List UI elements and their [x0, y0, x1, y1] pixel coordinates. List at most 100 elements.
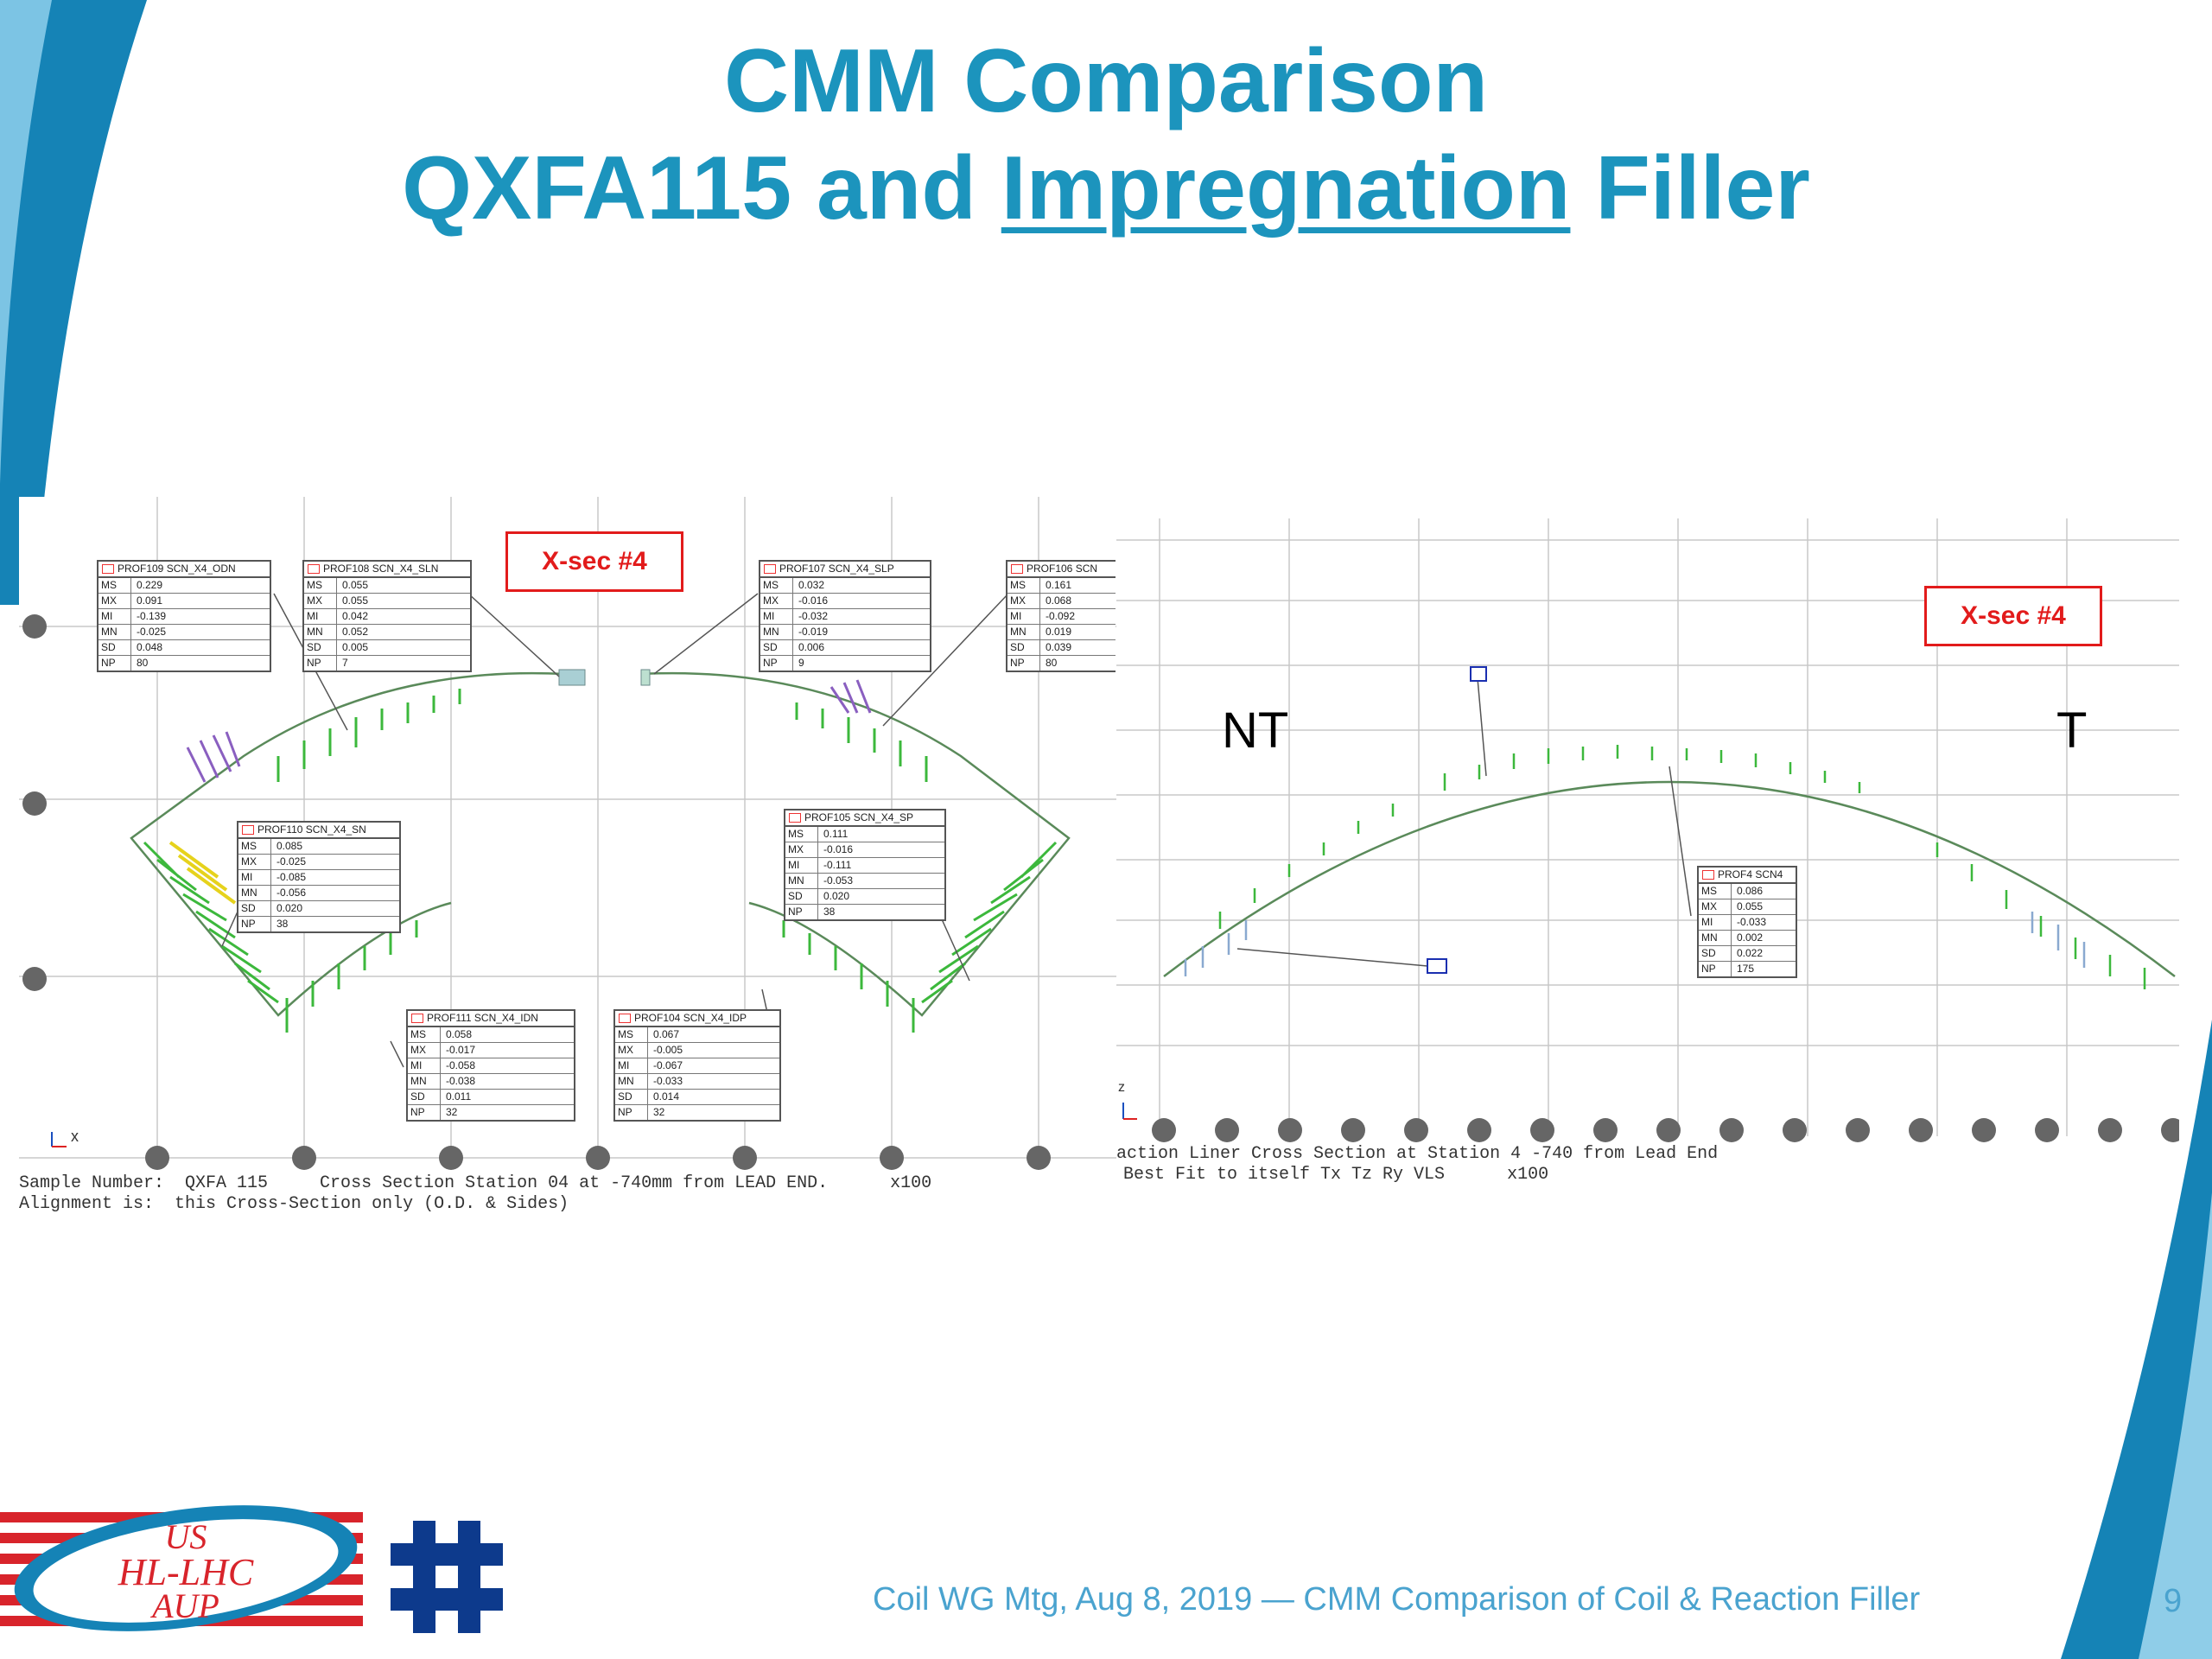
label-nt: NT [1222, 702, 1289, 759]
profile-marker-icon [308, 564, 320, 575]
stat-value: 0.019 [1046, 626, 1072, 638]
fermilab-logo-icon [391, 1521, 503, 1633]
profile-marker-icon [242, 825, 254, 836]
logo-ellipse-inner [33, 1519, 339, 1623]
stat-key: MN [785, 874, 818, 888]
stat-value: 0.039 [1046, 641, 1072, 653]
stat-key: MN [1007, 625, 1040, 639]
stat-value: -0.058 [446, 1059, 476, 1071]
right-grid-markers [1152, 1118, 2179, 1142]
origin-axis-icon [51, 1132, 67, 1147]
stat-value: -0.017 [446, 1044, 476, 1056]
deviation-whiskers-yellow [168, 841, 237, 905]
stat-key: SD [99, 640, 131, 655]
stat-value: 0.022 [1737, 947, 1764, 959]
profile-marker-icon [1702, 870, 1714, 880]
stat-key: NP [99, 656, 131, 671]
stat-key: MI [785, 858, 818, 873]
stat-value: 32 [653, 1106, 665, 1118]
stat-value: 80 [137, 657, 149, 669]
table-title: PROF111 SCN_X4_IDN [427, 1012, 538, 1024]
stat-key: SD [760, 640, 793, 655]
title-text-pre: QXFA115 and [402, 138, 1001, 238]
stat-value: 0.020 [276, 902, 303, 914]
stat-value: 80 [1046, 657, 1058, 669]
left-xsec-callout: X-sec #4 [505, 531, 683, 592]
stat-value: 0.091 [137, 594, 163, 607]
stat-value: 0.085 [276, 840, 303, 852]
liner-deviation-whiskers [1218, 745, 2146, 989]
stat-value: 0.055 [342, 579, 369, 591]
stats-table-prof110: PROF110 SCN_X4_SN MS 0.085 MX -0.025 MI -0.… [237, 821, 401, 933]
stat-key: MS [785, 827, 818, 842]
stat-value: -0.025 [276, 855, 307, 868]
table-title: PROF109 SCN_X4_ODN [118, 563, 236, 575]
right-leader-lines [1236, 677, 1692, 967]
stat-value: 7 [342, 657, 348, 669]
stat-key: MI [238, 870, 271, 885]
stat-value: 0.068 [1046, 594, 1072, 607]
stat-key: MX [615, 1043, 648, 1058]
stat-value: 0.020 [823, 890, 850, 902]
stat-key: MS [615, 1027, 648, 1042]
stats-table-prof108: PROF108 SCN_X4_SLN MS 0.055 MX 0.055 MI 0.0… [302, 560, 472, 672]
stat-value: -0.025 [137, 626, 167, 638]
stat-value: 0.011 [446, 1090, 472, 1103]
marker-box-top [1470, 666, 1487, 682]
stat-key: NP [785, 905, 818, 919]
right-cmm-plot [1116, 518, 2179, 1142]
stats-table-prof104: PROF104 SCN_X4_IDP MS 0.067 MX -0.005 MI -0… [613, 1009, 781, 1122]
stat-value: -0.019 [798, 626, 829, 638]
stat-key: SD [785, 889, 818, 904]
stat-value: -0.005 [653, 1044, 683, 1056]
stats-table-prof106: PROF106 SCN MS 0.161 MX 0.068 MI -0.092 MN 0… [1006, 560, 1116, 672]
stat-key: MI [1007, 609, 1040, 624]
stat-value: 0.111 [823, 828, 849, 840]
stat-key: NP [760, 656, 793, 671]
stat-key: MI [304, 609, 337, 624]
stat-key: NP [304, 656, 337, 671]
stat-value: 32 [446, 1106, 458, 1118]
right-axis-label: z [1118, 1080, 1125, 1095]
stat-key: SD [1699, 946, 1732, 961]
stat-value: 0.048 [137, 641, 163, 653]
stat-key: NP [1007, 656, 1040, 671]
left-axis-label: x [71, 1128, 79, 1145]
liner-deviation-whiskers-blue [1184, 912, 2086, 976]
liner-arc [1163, 780, 2176, 977]
stat-key: MX [238, 855, 271, 869]
stat-value: 175 [1737, 963, 1755, 975]
stat-key: MX [1007, 594, 1040, 608]
stat-value: -0.056 [276, 887, 307, 899]
od-marker-right [640, 669, 651, 686]
right-swoosh-light [2139, 1192, 2212, 1659]
stat-key: MS [1699, 884, 1732, 899]
stat-value: -0.016 [798, 594, 829, 607]
stat-key: MX [304, 594, 337, 608]
stat-key: SD [1007, 640, 1040, 655]
stat-value: -0.016 [823, 843, 854, 855]
table-title: PROF4 SCN4 [1718, 868, 1783, 880]
stat-key: MN [760, 625, 793, 639]
stat-key: MS [408, 1027, 441, 1042]
right-caption-line2: Best Fit to itself Tx Tz Ry VLS x100 [1123, 1165, 1549, 1185]
stat-value: -0.067 [653, 1059, 683, 1071]
marker-box-bottom [1427, 958, 1447, 974]
slide-title-line2: QXFA115 and Impregnation Filler [0, 143, 2212, 233]
stat-key: MI [1699, 915, 1732, 930]
stat-value: 0.006 [798, 641, 825, 653]
stat-key: MX [1699, 899, 1732, 914]
od-marker-left [558, 669, 586, 686]
stat-value: 0.086 [1737, 885, 1764, 897]
stat-value: 0.058 [446, 1028, 473, 1040]
table-title: PROF105 SCN_X4_SP [804, 811, 914, 823]
slide-footer: Coil WG Mtg, Aug 8, 2019 — CMM Compariso… [873, 1581, 1921, 1618]
stat-value: -0.111 [823, 859, 852, 871]
stat-value: 0.032 [798, 579, 825, 591]
stat-key: MS [99, 578, 131, 593]
stat-value: 38 [276, 918, 289, 930]
right-cmm-plot-panel: X-sec #4 NT T z [1116, 518, 2179, 1188]
logo-text-us: US [165, 1517, 207, 1556]
stat-key: MN [1699, 931, 1732, 945]
